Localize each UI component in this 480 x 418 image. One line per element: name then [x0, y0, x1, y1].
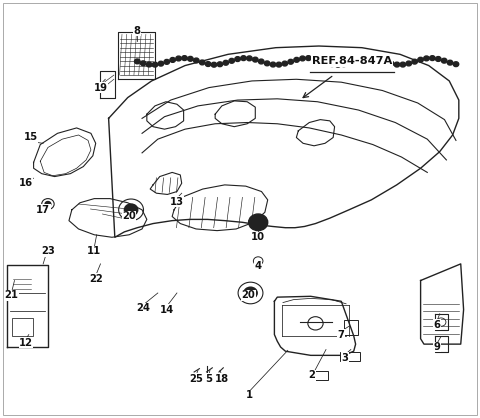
Text: 10: 10	[251, 232, 265, 242]
Circle shape	[317, 58, 323, 63]
Text: 18: 18	[215, 374, 229, 384]
Circle shape	[247, 56, 252, 61]
Text: 2: 2	[308, 370, 315, 380]
Circle shape	[124, 204, 138, 216]
Text: 23: 23	[41, 246, 55, 256]
Circle shape	[141, 61, 146, 66]
Text: 16: 16	[19, 178, 33, 188]
Circle shape	[146, 62, 152, 67]
Circle shape	[45, 201, 51, 206]
Circle shape	[306, 56, 311, 61]
Circle shape	[394, 62, 400, 67]
Circle shape	[223, 60, 228, 65]
Bar	[12, 319, 33, 336]
Circle shape	[211, 62, 217, 67]
Text: 8: 8	[134, 26, 141, 36]
Circle shape	[388, 61, 394, 66]
Circle shape	[359, 56, 364, 61]
Text: 17: 17	[36, 205, 50, 215]
Circle shape	[217, 62, 223, 66]
Circle shape	[199, 60, 205, 65]
Circle shape	[453, 62, 459, 66]
Circle shape	[258, 59, 264, 64]
Text: 20: 20	[242, 291, 255, 301]
Circle shape	[188, 56, 193, 61]
Circle shape	[435, 56, 441, 61]
Circle shape	[235, 57, 240, 61]
Circle shape	[341, 62, 347, 66]
Circle shape	[182, 56, 187, 61]
Circle shape	[158, 61, 164, 66]
Circle shape	[424, 56, 429, 61]
Text: 21: 21	[5, 291, 19, 301]
Circle shape	[152, 62, 158, 67]
Circle shape	[294, 57, 300, 62]
Circle shape	[312, 56, 317, 61]
Circle shape	[252, 57, 258, 62]
Circle shape	[442, 58, 447, 63]
Text: 5: 5	[205, 374, 213, 384]
Text: 9: 9	[433, 342, 440, 352]
Circle shape	[383, 59, 388, 64]
Circle shape	[229, 59, 234, 63]
Circle shape	[249, 214, 268, 231]
Text: 24: 24	[136, 303, 151, 313]
Circle shape	[276, 62, 282, 67]
Circle shape	[270, 62, 276, 67]
Text: 4: 4	[254, 261, 262, 271]
Text: 3: 3	[342, 353, 348, 363]
Text: 14: 14	[160, 305, 175, 315]
Circle shape	[400, 62, 406, 67]
Circle shape	[347, 60, 352, 65]
Circle shape	[376, 57, 382, 62]
Circle shape	[300, 56, 305, 61]
Circle shape	[353, 58, 359, 63]
Circle shape	[371, 56, 376, 61]
Bar	[312, 371, 328, 380]
Text: 11: 11	[87, 246, 101, 256]
Circle shape	[244, 287, 257, 299]
Circle shape	[164, 59, 169, 64]
Circle shape	[447, 60, 453, 65]
Circle shape	[241, 56, 246, 61]
Text: REF.84-847A: REF.84-847A	[312, 56, 393, 66]
Circle shape	[324, 60, 329, 65]
Circle shape	[264, 61, 270, 66]
Text: 6: 6	[433, 320, 440, 329]
Text: 19: 19	[94, 83, 108, 93]
Text: 12: 12	[19, 338, 33, 348]
Circle shape	[176, 56, 181, 61]
Circle shape	[170, 58, 176, 62]
Text: 7: 7	[338, 329, 345, 339]
Circle shape	[412, 59, 418, 64]
Text: 20: 20	[122, 212, 136, 222]
Circle shape	[282, 61, 288, 66]
Circle shape	[205, 61, 211, 66]
Text: 15: 15	[24, 133, 38, 143]
Circle shape	[365, 56, 370, 61]
Text: 25: 25	[189, 374, 203, 384]
Circle shape	[193, 58, 199, 63]
Text: 13: 13	[170, 196, 184, 206]
Circle shape	[288, 59, 293, 64]
Text: 22: 22	[89, 274, 103, 284]
Circle shape	[406, 61, 411, 66]
Bar	[340, 352, 360, 361]
Circle shape	[329, 62, 335, 66]
Circle shape	[134, 59, 140, 64]
Bar	[344, 320, 358, 334]
Circle shape	[430, 56, 435, 61]
Text: 1: 1	[246, 390, 253, 400]
Circle shape	[418, 57, 423, 62]
Circle shape	[335, 62, 341, 67]
